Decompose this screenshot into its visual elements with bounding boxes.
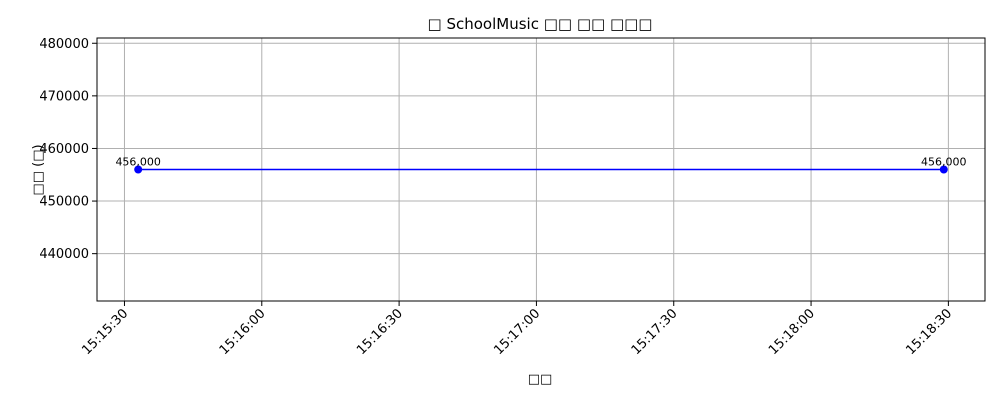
x-axis-title: □□	[528, 372, 553, 387]
x-tick-label: 15:18:30	[903, 306, 955, 358]
x-tick-label: 15:17:00	[491, 306, 543, 358]
x-tick-label: 15:17:30	[629, 306, 681, 358]
y-tick-label: 470000	[39, 89, 89, 104]
y-tick-label: 480000	[39, 37, 89, 52]
x-tick-label: 15:16:30	[354, 306, 406, 358]
data-label: 456,000	[921, 156, 967, 169]
data-label: 456,000	[115, 156, 161, 169]
x-axis: 15:15:30 15:16:00 15:16:30 15:17:00 15:17:30…	[79, 301, 955, 358]
data-point	[134, 165, 143, 174]
y-tick-label: 450000	[39, 195, 89, 210]
data-point	[939, 165, 948, 174]
x-tick-label: 15:15:30	[79, 306, 131, 358]
series-layer: 456,000 456,000	[115, 156, 967, 174]
y-tick-label: 440000	[39, 247, 89, 262]
x-tick-label: 15:18:00	[766, 306, 818, 358]
plot-frame	[96, 37, 986, 302]
y-tick-label: 460000	[39, 142, 89, 157]
y-axis: 440000 450000 460000 470000 480000	[39, 37, 97, 262]
y-axis-title: □□ (□)	[31, 144, 46, 195]
chart-title: □ SchoolMusic □□ □□ □□□	[428, 15, 653, 33]
x-tick-label: 15:16:00	[217, 306, 269, 358]
